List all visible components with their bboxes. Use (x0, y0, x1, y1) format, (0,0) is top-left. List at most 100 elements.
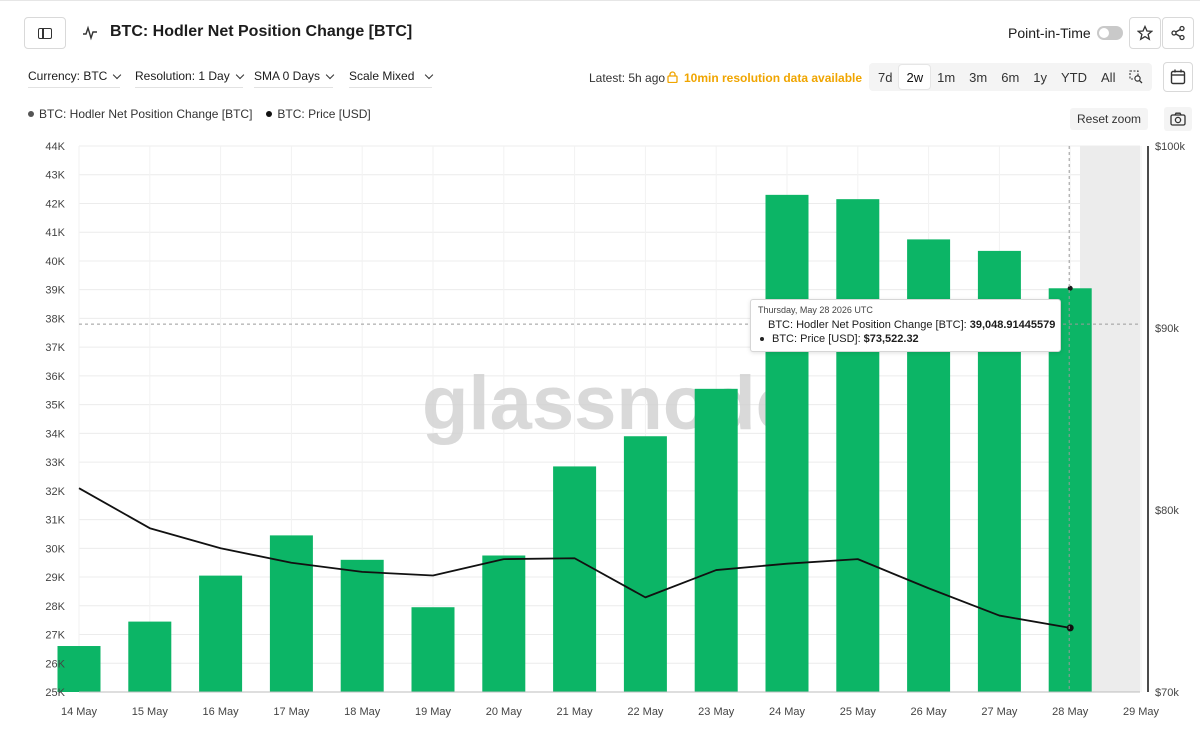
bar-19-may[interactable] (411, 607, 455, 692)
zoom-select-button[interactable] (1122, 65, 1150, 89)
tooltip-label-hodler: BTC: Hodler Net Position Change [BTC]: (768, 319, 967, 331)
x-tick-label: 26 May (911, 706, 948, 718)
x-tick-label: 21 May (557, 706, 594, 718)
chart-area[interactable]: glassnode 25K 26K 27K 28K 29K 30K 31K 32K 33K 34K… (0, 131, 1200, 731)
range-6m[interactable]: 6m (1001, 69, 1020, 85)
share-icon (1171, 25, 1185, 41)
x-tick-label: 24 May (769, 706, 806, 718)
y-left-tick-label: 36K (45, 371, 65, 383)
legend-label-hodler: BTC: Hodler Net Position Change [BTC] (39, 107, 253, 121)
x-tick-label: 18 May (344, 706, 381, 718)
chevron-down-icon (325, 70, 335, 80)
legend-dot-hodler (28, 111, 34, 117)
share-button[interactable] (1162, 17, 1194, 49)
range-1y[interactable]: 1y (1033, 69, 1048, 85)
bar-23-may[interactable] (694, 388, 738, 692)
x-tick-label: 16 May (203, 706, 240, 718)
range-2w[interactable]: 2w (899, 65, 931, 89)
y-left-tick-label: 26K (45, 658, 65, 670)
tooltip-row-price: BTC: Price [USD]: $73,522.32 (758, 332, 1053, 346)
camera-icon (1170, 112, 1186, 126)
reset-zoom-button[interactable]: Reset zoom (1070, 108, 1148, 130)
point-in-time-label: Point-in-Time (1008, 25, 1091, 41)
favorite-button[interactable] (1129, 17, 1161, 49)
legend-label-price: BTC: Price [USD] (277, 107, 371, 121)
time-range-selector: 7d 2w 1m 3m 6m 1y YTD All (869, 63, 1153, 91)
scale-select-label: Scale Mixed (349, 69, 415, 83)
x-tick-label: 23 May (698, 706, 735, 718)
tooltip-row-hodler: BTC: Hodler Net Position Change [BTC]: 3… (758, 318, 1056, 332)
currency-select[interactable]: Currency: BTC (28, 69, 122, 88)
y-left-tick-label: 28K (45, 601, 65, 613)
range-7d[interactable]: 7d (878, 69, 893, 85)
bar-16-may[interactable] (199, 575, 243, 692)
tooltip-date: Thursday, May 28 2026 UTC (758, 305, 873, 315)
bar-22-may[interactable] (623, 436, 667, 692)
bar-21-may[interactable] (553, 466, 597, 692)
tooltip-value-hodler: 39,048.91445579 (969, 319, 1056, 331)
x-tick-label: 14 May (61, 706, 98, 718)
sma-select[interactable]: SMA 0 Days (254, 69, 335, 88)
chevron-down-icon (113, 70, 122, 80)
y-left-tick-label: 40K (45, 256, 65, 268)
scale-select[interactable]: Scale Mixed (349, 69, 434, 88)
x-tick-label: 17 May (273, 706, 310, 718)
tooltip-bullet (760, 337, 764, 341)
y-left-tick-label: 34K (45, 428, 65, 440)
range-3m[interactable]: 3m (969, 69, 988, 85)
x-tick-label: 22 May (627, 706, 664, 718)
legend-dot-price (266, 111, 273, 117)
x-tick-label: 28 May (1052, 706, 1089, 718)
y-left-tick-label: 31K (45, 515, 65, 527)
legend-item-hodler[interactable]: BTC: Hodler Net Position Change [BTC] (28, 107, 252, 121)
star-icon (1137, 25, 1153, 41)
range-ytd[interactable]: YTD (1061, 69, 1088, 85)
bar-17-may[interactable] (269, 535, 313, 692)
watermark: glassnode (422, 361, 798, 446)
y-left-tick-label: 42K (45, 198, 65, 210)
y-left-tick-label: 41K (45, 227, 65, 239)
y-left-tick-label: 32K (45, 486, 65, 498)
tooltip-value-price: $73,522.32 (863, 333, 919, 345)
sidebar-toggle-button[interactable] (24, 17, 66, 49)
y-left-tick-label: 29K (45, 572, 65, 584)
lock-icon (667, 71, 678, 83)
y-left-tick-label: 44K (45, 141, 65, 153)
bar-marker (1067, 285, 1073, 291)
y-left-tick-label: 27K (45, 630, 65, 642)
screenshot-button[interactable] (1164, 107, 1192, 131)
tooltip-label-price: BTC: Price [USD]: (772, 333, 861, 345)
y-left-tick-label: 33K (45, 457, 65, 469)
range-1m[interactable]: 1m (937, 69, 956, 85)
price-marker (1066, 624, 1074, 632)
bar-15-may[interactable] (128, 621, 172, 692)
sidebar-icon (38, 27, 52, 39)
date-picker-button[interactable] (1163, 62, 1193, 92)
y-right-tick-label: $80k (1155, 505, 1179, 517)
resolution-select-label: Resolution: 1 Day (135, 69, 230, 83)
bar-18-may[interactable] (340, 559, 384, 692)
chevron-down-icon (235, 70, 244, 80)
price-line[interactable] (78, 487, 1071, 629)
bar-24-may[interactable] (765, 194, 809, 692)
ten-minute-resolution-link[interactable]: 10min resolution data available (684, 71, 863, 85)
point-in-time-toggle[interactable] (1097, 26, 1123, 40)
resolution-select[interactable]: Resolution: 1 Day (135, 69, 244, 88)
y-left-tick-label: 43K (45, 170, 65, 182)
bar-25-may[interactable] (836, 199, 880, 693)
calendar-icon (1170, 69, 1186, 85)
y-left-tick-label: 35K (45, 400, 65, 412)
range-all[interactable]: All (1101, 69, 1116, 85)
metric-icon (83, 25, 97, 41)
legend-item-price[interactable]: BTC: Price [USD] (266, 107, 371, 121)
y-right-tick-label: $100k (1155, 141, 1185, 153)
sma-select-label: SMA 0 Days (254, 69, 321, 83)
chevron-down-icon (425, 70, 434, 80)
y-left-tick-label: 37K (45, 342, 65, 354)
bar-20-may[interactable] (482, 555, 526, 693)
bar-14-may[interactable] (57, 646, 101, 692)
chart-legend: BTC: Hodler Net Position Change [BTC] BT… (28, 107, 371, 121)
zoom-select-icon (1129, 70, 1143, 84)
x-tick-label: 20 May (486, 706, 523, 718)
